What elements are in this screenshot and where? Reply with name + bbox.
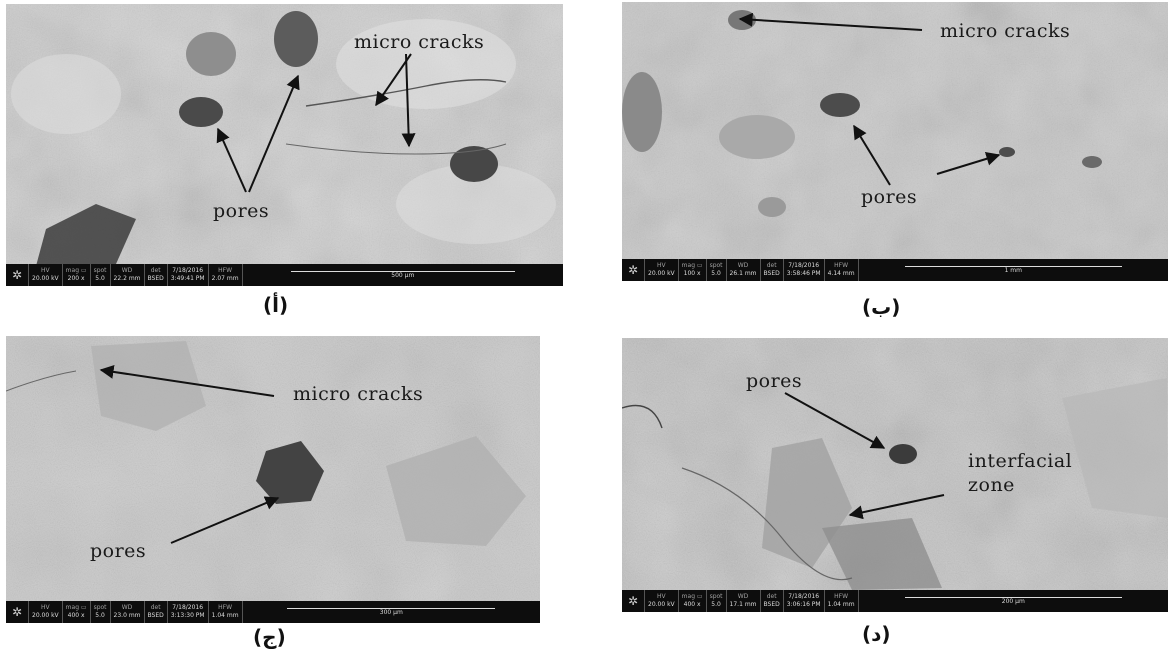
pores-label: pores — [861, 186, 918, 208]
scale-bar: 300 μm — [243, 601, 540, 623]
micro-cracks-label: micro cracks — [354, 31, 485, 53]
fei-logo-icon: ✲ — [622, 590, 645, 612]
pores-label: pores — [746, 370, 803, 392]
sem-micrograph-d — [622, 338, 1168, 612]
panel-caption-a: (أ) — [263, 293, 289, 317]
fei-logo-icon: ✲ — [6, 601, 29, 623]
pores-label: pores — [90, 540, 147, 562]
panel-caption-c: (ج) — [253, 625, 286, 649]
sem-image-panel-c: micro cracks pores ✲ HV 20.00 kV mag ▭ 400… — [6, 336, 540, 623]
sem-micrograph-a — [6, 4, 563, 286]
fei-logo-icon: ✲ — [6, 264, 29, 286]
sem-data-bar: ✲ HV 20.00 kV mag ▭ 200 x spot 5.0 WD 22.2 m… — [6, 264, 563, 286]
micro-cracks-label: micro cracks — [940, 20, 1071, 42]
sem-data-bar: ✲ HV 20.00 kV mag ▭ 400 x spot 5.0 WD 17.1 m… — [622, 590, 1168, 612]
scale-bar: 200 μm — [859, 590, 1168, 612]
sem-image-panel-a: micro cracks pores ✲ HV 20.00 kV mag ▭ 200… — [6, 4, 563, 286]
scale-bar: 1 mm — [859, 259, 1168, 281]
micro-cracks-label: micro cracks — [293, 383, 424, 405]
fei-logo-icon: ✲ — [622, 259, 645, 281]
sem-micrograph-b — [622, 2, 1168, 281]
scale-bar: 500 μm — [243, 264, 563, 286]
sem-image-panel-d: pores interfacial zone ✲ HV 20.00 kV mag … — [622, 338, 1168, 612]
pores-label: pores — [213, 200, 270, 222]
interfacial-zone-label-line1: interfacial — [968, 450, 1073, 472]
panel-caption-b: (ب) — [862, 295, 901, 319]
sem-image-panel-b: micro cracks pores ✲ HV 20.00 kV mag ▭ 100… — [622, 2, 1168, 281]
interfacial-zone-label-line2: zone — [968, 474, 1015, 496]
sem-data-bar: ✲ HV 20.00 kV mag ▭ 100 x spot 5.0 WD 26.1 m… — [622, 259, 1168, 281]
sem-micrograph-c — [6, 336, 540, 623]
sem-data-bar: ✲ HV 20.00 kV mag ▭ 400 x spot 5.0 WD 23.0 m… — [6, 601, 540, 623]
panel-caption-d: (د) — [862, 622, 891, 646]
